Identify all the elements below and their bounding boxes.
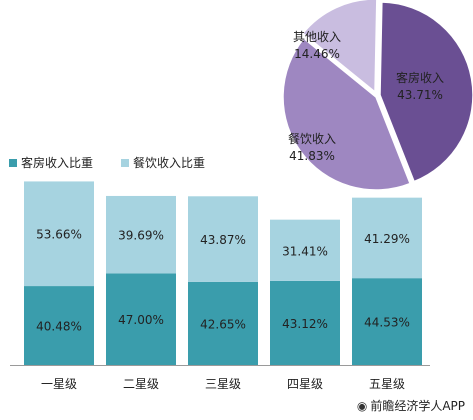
stacked-bar-chart: 40.48% 53.66% 一星级 47.00% 39.69% 二星级 42.65% 43.8… bbox=[10, 181, 430, 391]
legend-label-dining: 餐饮收入比重 bbox=[133, 155, 205, 170]
bar-legend: 客房收入比重 餐饮收入比重 bbox=[9, 155, 205, 170]
pie-slice-label: 餐饮收入 bbox=[288, 131, 336, 146]
data-label: 43.12% bbox=[282, 317, 328, 331]
pie-slice bbox=[379, 1, 473, 183]
bar-segment-rooms bbox=[106, 273, 176, 365]
bar-segment-dining bbox=[188, 196, 258, 282]
data-label: 53.66% bbox=[36, 228, 82, 242]
data-label: 47.00% bbox=[118, 313, 164, 327]
pie-slice-value: 14.46% bbox=[294, 47, 340, 61]
legend-label-rooms: 客房收入比重 bbox=[21, 155, 93, 170]
bar-segment-rooms bbox=[24, 286, 94, 365]
category-tick-label: 一星级 bbox=[41, 377, 77, 391]
data-label: 42.65% bbox=[200, 317, 246, 331]
bar-segment-dining bbox=[270, 219, 340, 281]
pie-slice-value: 41.83% bbox=[289, 149, 335, 163]
pie-chart: 客房收入 43.71% 餐饮收入 41.83% 其他收入 14.46% bbox=[282, 0, 473, 191]
bar-segment-rooms bbox=[188, 281, 258, 365]
legend-swatch-dining bbox=[121, 159, 129, 167]
data-label: 44.53% bbox=[364, 316, 410, 330]
pie-slice bbox=[282, 37, 412, 191]
pie-slice-label: 其他收入 bbox=[293, 30, 341, 44]
data-label: 39.69% bbox=[118, 229, 164, 243]
data-label: 31.41% bbox=[282, 244, 328, 258]
category-tick-label: 五星级 bbox=[369, 377, 405, 391]
pie-slice-label: 客房收入 bbox=[396, 70, 444, 85]
category-tick-label: 二星级 bbox=[123, 377, 159, 391]
legend-swatch-rooms bbox=[9, 159, 17, 167]
data-label: 41.29% bbox=[364, 232, 410, 246]
data-label: 43.87% bbox=[200, 233, 246, 247]
bar-segment-rooms bbox=[270, 280, 340, 365]
pie-slice bbox=[301, 0, 378, 94]
camera-icon: ◉ bbox=[356, 398, 368, 413]
credit-text: 前瞻经济学人APP bbox=[370, 399, 465, 413]
category-tick-label: 四星级 bbox=[287, 377, 323, 391]
bar-segment-dining bbox=[352, 197, 422, 279]
source-credit: ◉ 前瞻经济学人APP bbox=[357, 397, 465, 414]
pie-slice-value: 43.71% bbox=[397, 88, 443, 102]
bar-segment-rooms bbox=[352, 278, 422, 365]
bar-segment-dining bbox=[106, 195, 176, 274]
category-tick-label: 三星级 bbox=[205, 377, 241, 391]
data-label: 40.48% bbox=[36, 320, 82, 334]
bar-segment-dining bbox=[24, 181, 94, 287]
